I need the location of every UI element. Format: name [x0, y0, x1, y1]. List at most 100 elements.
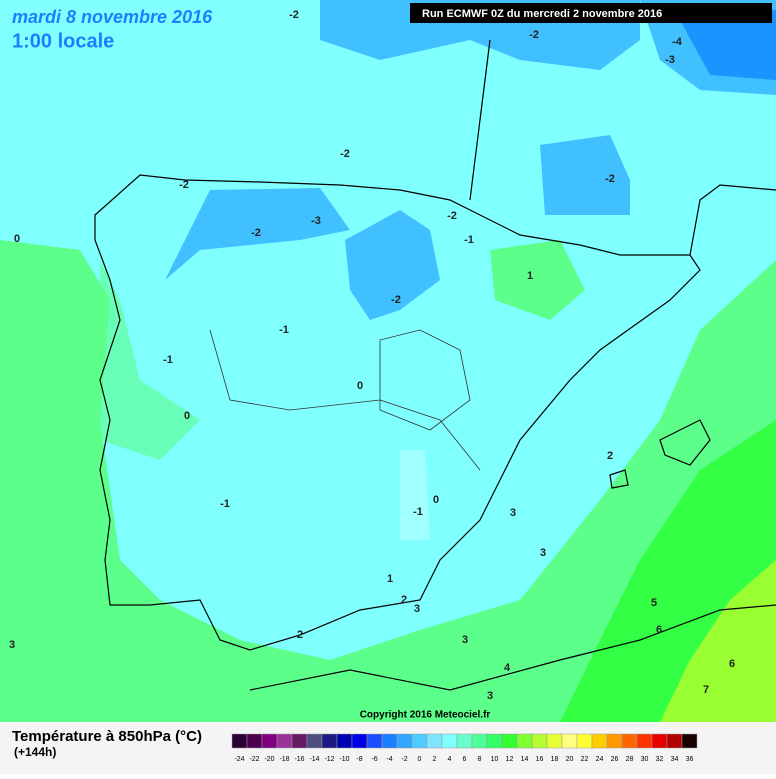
color-swatch: [441, 733, 458, 749]
color-swatch: [516, 733, 533, 749]
color-swatch: [336, 733, 353, 749]
colorbar-tick-label: -2: [401, 756, 407, 763]
contour-label: 1: [527, 270, 533, 282]
colorbar-tick-label: 22: [581, 756, 589, 763]
contour-label: -2: [289, 9, 299, 21]
colorbar-tick-label: 10: [491, 756, 499, 763]
colorbar-tick-label: 6: [463, 756, 467, 763]
color-swatch: [366, 733, 383, 749]
copyright: Copyright 2016 Meteociel.fr: [360, 710, 491, 721]
colorbar-tick-label: 4: [448, 756, 452, 763]
contour-label: 3: [510, 507, 516, 519]
colorbar-tick-label: -8: [356, 756, 362, 763]
contour-label: -1: [163, 354, 173, 366]
colorbar-tick-label: 20: [566, 756, 574, 763]
contour-label: -1: [220, 498, 230, 510]
contour-label: -2: [179, 179, 189, 191]
colorbar-tick-label: -24: [234, 756, 244, 763]
color-swatch: [486, 733, 503, 749]
colorbar-tick-label: 8: [478, 756, 482, 763]
color-swatch: [231, 733, 248, 749]
color-swatch: [261, 733, 278, 749]
color-swatch: [456, 733, 473, 749]
color-swatch: [561, 733, 578, 749]
color-swatch: [501, 733, 518, 749]
run-label: Run ECMWF 0Z du mercredi 2 novembre 2016: [422, 8, 662, 20]
contour-label: -2: [251, 227, 261, 239]
contour-label: 4: [504, 662, 511, 674]
colorbar-tick-label: 26: [611, 756, 619, 763]
colorbar-tick-label: -18: [279, 756, 289, 763]
color-swatch: [306, 733, 323, 749]
contour-labels: -2 -2 -4 -3 -2 -2 -2 -3 -2 -2 -1 0 1 -2 -1 -1 0 0 2 -1 0 -1 3 3…: [9, 9, 735, 702]
contour-label: -1: [413, 506, 423, 518]
color-swatch: [321, 733, 338, 749]
colorbar: -24 -22 -20 -18 -16 -14 -12 -10 -8 -6 -4 -2 0 2 4 6 8 10 1…: [231, 733, 698, 763]
colorbar-tick-label: -10: [339, 756, 349, 763]
colorbar-tick-label: 34: [671, 756, 679, 763]
contour-label: 3: [414, 603, 420, 615]
contour-label: 3: [540, 547, 546, 559]
colorbar-tick-label: -16: [294, 756, 304, 763]
color-swatch: [576, 733, 593, 749]
map-subtitle: 1:00 locale: [12, 30, 114, 52]
colorbar-tick-label: 32: [656, 756, 664, 763]
color-swatch: [531, 733, 548, 749]
color-swatch: [681, 733, 698, 749]
colorbar-tick-label: 14: [521, 756, 529, 763]
color-swatch: [426, 733, 443, 749]
contour-label: -3: [311, 215, 321, 227]
contour-label: 2: [297, 629, 303, 641]
colorbar-tick-label: -22: [249, 756, 259, 763]
contour-label: 0: [357, 380, 363, 392]
contour-label: 6: [729, 658, 735, 670]
color-swatch: [276, 733, 293, 749]
contour-label: 0: [184, 410, 190, 422]
color-swatch: [351, 733, 368, 749]
contour-label: -2: [391, 294, 401, 306]
contour-label: 2: [401, 594, 407, 606]
colorbar-tick-label: -14: [309, 756, 319, 763]
colorbar-tick-label: 16: [536, 756, 544, 763]
contour-label: -1: [279, 324, 289, 336]
colorbar-tick-label: 36: [686, 756, 694, 763]
color-swatch: [246, 733, 263, 749]
contour-label: 0: [433, 494, 439, 506]
legend-title: Température à 850hPa (°C): [12, 728, 202, 745]
run-box: [410, 3, 772, 23]
contour-label: -2: [447, 210, 457, 222]
colorbar-tick-label: 2: [433, 756, 437, 763]
colorbar-tick-label: -20: [264, 756, 274, 763]
color-swatch: [291, 733, 308, 749]
contour-label: -2: [605, 173, 615, 185]
coastline: [94, 39, 776, 691]
contour-label: 2: [607, 450, 613, 462]
color-swatch: [471, 733, 488, 749]
contour-label: -2: [340, 148, 350, 160]
contour-label: 0: [14, 233, 20, 245]
color-swatch: [636, 733, 653, 749]
colorbar-tick-label: -6: [371, 756, 377, 763]
colorbar-tick-label: -12: [324, 756, 334, 763]
contour-label: 5: [651, 597, 657, 609]
contour-label: 3: [487, 690, 493, 702]
color-swatch: [546, 733, 563, 749]
lead-time: (+144h): [14, 745, 56, 759]
map-title: mardi 8 novembre 2016: [12, 7, 213, 27]
contour-label: -3: [665, 54, 675, 66]
colorbar-tick-label: -4: [386, 756, 392, 763]
color-swatch: [621, 733, 638, 749]
color-swatch: [411, 733, 428, 749]
color-swatch: [381, 733, 398, 749]
color-swatch: [666, 733, 683, 749]
colorbar-tick-label: 12: [506, 756, 514, 763]
map-field: [0, 0, 776, 722]
color-swatch: [396, 733, 413, 749]
colorbar-tick-label: 18: [551, 756, 559, 763]
contour-label: 3: [9, 639, 15, 651]
colorbar-tick-label: 24: [596, 756, 604, 763]
color-swatch: [606, 733, 623, 749]
color-swatch: [591, 733, 608, 749]
colorbar-tick-label: 0: [418, 756, 422, 763]
